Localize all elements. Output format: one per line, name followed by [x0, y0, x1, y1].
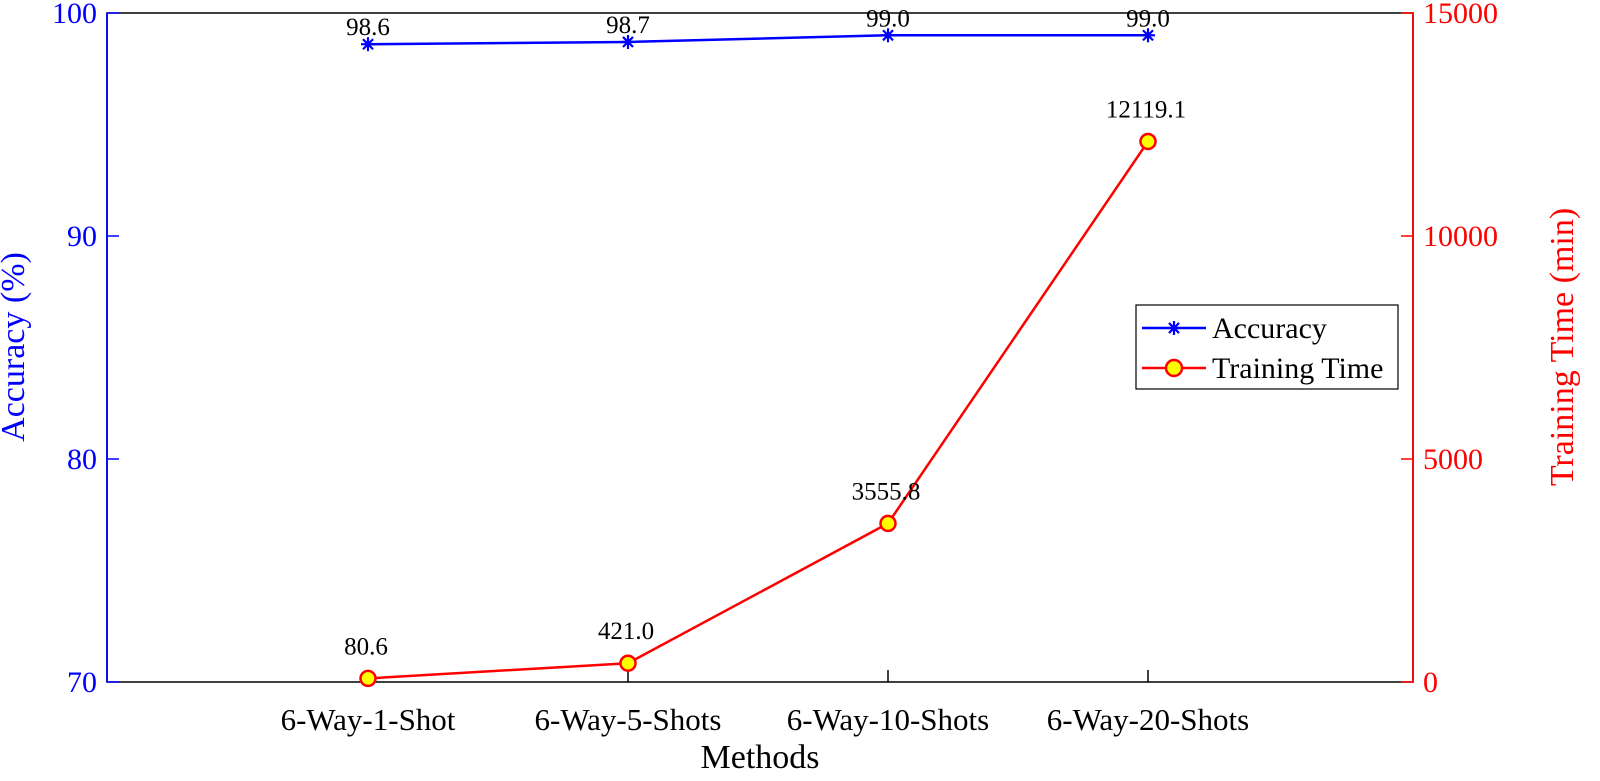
training-time-point	[879, 514, 897, 533]
accuracy-data-label: 98.6	[346, 14, 390, 41]
training-time-point	[359, 669, 377, 688]
y-right-tick-label: 5000	[1423, 443, 1483, 476]
legend-label-accuracy: Accuracy	[1212, 312, 1327, 345]
training-time-point	[619, 654, 637, 672]
x-tick-label: 6-Way-20-Shots	[1047, 702, 1249, 737]
y-axis-left-label: Accuracy (%)	[0, 252, 32, 442]
y-left-tick-label: 70	[67, 666, 97, 699]
accuracy-line	[367, 34, 1148, 46]
y-right-tick-label: 0	[1423, 666, 1438, 699]
y-left-tick-label: 80	[67, 443, 97, 476]
legend-label-training-time: Training Time	[1212, 352, 1383, 385]
accuracy-point	[881, 28, 895, 43]
x-tick-label: 6-Way-5-Shots	[535, 702, 722, 737]
accuracy-data-label: 99.0	[1126, 5, 1170, 32]
y-right-tick-label: 15000	[1423, 0, 1498, 30]
accuracy-point	[361, 37, 375, 52]
training-time-line	[367, 140, 1150, 680]
accuracy-point	[1141, 28, 1155, 43]
accuracy-data-label: 98.7	[606, 12, 650, 39]
training-time-data-label: 80.6	[344, 633, 388, 660]
training-time-data-label: 12119.1	[1106, 96, 1186, 123]
legend: Accuracy Training Time	[1135, 304, 1399, 390]
accuracy-point	[621, 34, 635, 49]
x-tick-label: 6-Way-1-Shot	[281, 702, 456, 737]
training-time-point	[1139, 132, 1157, 151]
training-time-data-label: 3555.8	[852, 478, 921, 505]
y-left-tick-label: 90	[67, 220, 97, 253]
training-time-data-label: 421.0	[598, 618, 654, 645]
accuracy-data-label: 99.0	[866, 5, 910, 32]
legend-marker-training-time	[1164, 358, 1184, 378]
y-axis-right-label: Training Time (min)	[1544, 208, 1581, 486]
y-left-tick-label: 100	[52, 0, 97, 30]
legend-marker-accuracy-icon	[1167, 321, 1181, 335]
x-axis-label: Methods	[701, 739, 820, 776]
x-tick-label: 6-Way-10-Shots	[787, 702, 989, 737]
y-right-tick-label: 10000	[1423, 220, 1498, 253]
